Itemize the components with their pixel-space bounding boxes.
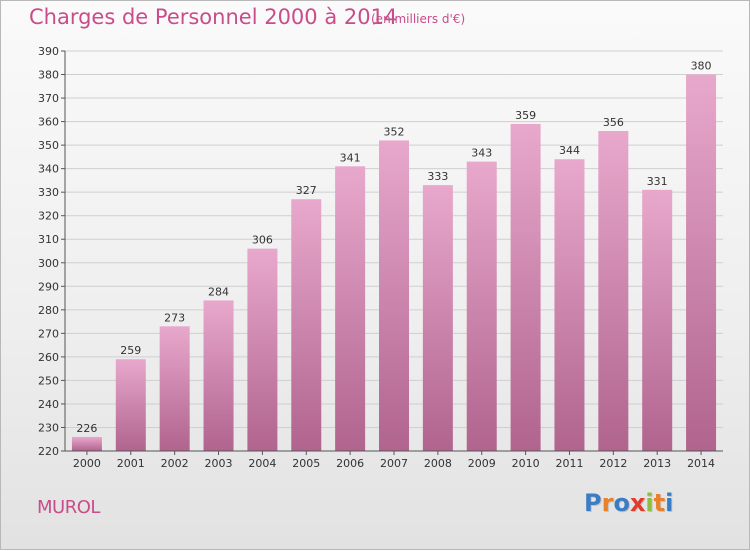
y-tick-label: 250 (38, 374, 59, 387)
bar-2002 (159, 326, 190, 451)
x-tick-label-2002: 2002 (161, 457, 189, 470)
x-tick-label-2008: 2008 (424, 457, 452, 470)
data-label-2014: 380 (691, 60, 712, 73)
x-tick-label-2006: 2006 (336, 457, 364, 470)
data-label-2007: 352 (384, 125, 405, 138)
x-tick-label-2014: 2014 (687, 457, 715, 470)
chart-title: Charges de Personnel 2000 à 2014 (29, 5, 398, 29)
y-tick-label: 270 (38, 327, 59, 340)
y-tick-label: 330 (38, 186, 59, 199)
y-tick-label: 260 (38, 351, 59, 364)
y-tick-label: 380 (38, 69, 59, 82)
logo-letter: o (613, 489, 630, 517)
y-tick-label: 350 (38, 139, 59, 152)
bar-2007 (379, 140, 409, 452)
data-label-2013: 331 (647, 175, 668, 188)
y-tick-label: 320 (38, 210, 59, 223)
x-tick-label-2010: 2010 (512, 457, 540, 470)
data-label-2006: 341 (340, 151, 361, 164)
y-tick-label: 290 (38, 280, 59, 293)
logo-letter: i (665, 489, 674, 517)
data-label-2000: 226 (76, 422, 97, 435)
x-tick-label-2005: 2005 (292, 457, 320, 470)
bar-2001 (115, 359, 146, 451)
data-label-2010: 359 (515, 109, 536, 122)
x-tick-label-2009: 2009 (468, 457, 496, 470)
bar-2000 (71, 436, 102, 451)
data-label-2002: 273 (164, 311, 185, 324)
x-tick-label-2003: 2003 (205, 457, 233, 470)
y-tick-label: 310 (38, 233, 59, 246)
bar-2010 (510, 123, 541, 452)
bars: 226 259 273 284 306 327 341 352 333 343 359 344 356 3… (71, 60, 717, 452)
data-label-2004: 306 (252, 234, 273, 247)
y-tick-label: 340 (38, 163, 59, 176)
data-label-2009: 343 (471, 147, 492, 160)
y-tick-label: 230 (38, 421, 59, 434)
bar-2003 (203, 300, 234, 451)
x-tick-label-2001: 2001 (117, 457, 145, 470)
logo-letter: P (584, 489, 602, 517)
commune-name: MUROL (37, 497, 100, 518)
logo-letter: t (653, 489, 666, 517)
bar-2014 (686, 74, 717, 451)
bar-2005 (291, 199, 322, 451)
y-tick-label: 360 (38, 116, 59, 129)
proxiti-logo[interactable]: Proxiti (584, 489, 673, 517)
chart-subtitle: (en milliers d'€) (371, 12, 466, 26)
data-label-2012: 356 (603, 116, 624, 129)
x-tick-label-2000: 2000 (73, 457, 101, 470)
y-tick-label: 240 (38, 398, 59, 411)
logo-letter: r (601, 489, 614, 517)
bar-2004 (247, 248, 278, 451)
x-tick-label-2013: 2013 (643, 457, 671, 470)
bar-2009 (466, 161, 497, 451)
logo-letter: x (629, 489, 646, 517)
data-label-2001: 259 (120, 344, 141, 357)
y-tick-label: 390 (38, 45, 59, 58)
y-tick-label: 220 (38, 445, 59, 458)
logo-letter: i (645, 489, 654, 517)
data-label-2008: 333 (427, 170, 448, 183)
data-label-2005: 327 (296, 184, 317, 197)
y-tick-label: 280 (38, 304, 59, 317)
bar-2012 (598, 131, 629, 451)
x-tick-label-2004: 2004 (248, 457, 276, 470)
data-label-2003: 284 (208, 285, 229, 298)
bar-2011 (554, 159, 585, 451)
axes: 220 230 240 250 260 270 280 290 300 310 320 330 340 3… (38, 45, 723, 470)
data-label-2011: 344 (559, 144, 580, 157)
bar-2008 (422, 185, 453, 451)
y-tick-label: 300 (38, 257, 59, 270)
bar-2006 (335, 166, 366, 451)
x-tick-label-2007: 2007 (380, 457, 408, 470)
y-tick-label: 370 (38, 92, 59, 105)
x-tick-label-2011: 2011 (555, 457, 583, 470)
x-tick-label-2012: 2012 (599, 457, 627, 470)
bar-2013 (642, 189, 673, 451)
